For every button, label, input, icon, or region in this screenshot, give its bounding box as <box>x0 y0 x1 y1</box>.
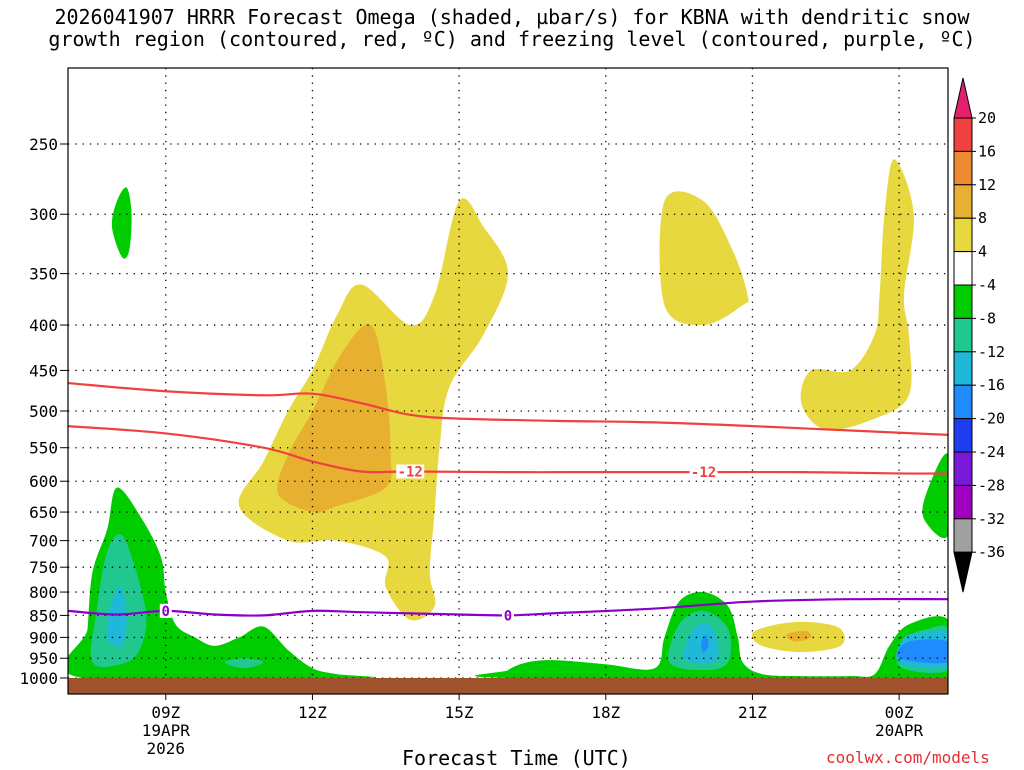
ytick-label-450: 450 <box>29 361 58 380</box>
omega-region-18 <box>922 453 948 538</box>
contour-line-2 <box>68 597 948 617</box>
xtick-label-4: 21Z <box>738 703 767 722</box>
colorbar-label-4: 4 <box>978 243 987 261</box>
colorbar-label-13: -36 <box>978 543 1005 561</box>
ytick-label-250: 250 <box>29 135 58 154</box>
colorbar-segment-9 <box>953 384 973 420</box>
omega-region-6 <box>111 187 132 259</box>
colorbar-label-5: -4 <box>978 276 996 294</box>
ytick-label-900: 900 <box>29 628 58 647</box>
ytick-label-650: 650 <box>29 503 58 522</box>
ytick-label-1000: 1000 <box>19 669 58 688</box>
xtick-label-1: 12Z <box>298 703 327 722</box>
colorbar-label-3: 8 <box>978 209 987 227</box>
ytick-label-950: 950 <box>29 649 58 668</box>
plot-frame <box>67 67 949 695</box>
colorbar-segment-2 <box>953 150 973 186</box>
colorbar-top-arrow <box>953 77 973 119</box>
omega-region-9 <box>106 586 127 647</box>
omega-region-13 <box>683 622 719 664</box>
ytick-label-400: 400 <box>29 316 58 335</box>
xtick-sublabel-5-0: 20APR <box>875 721 924 740</box>
colorbar-label-7: -12 <box>978 343 1005 361</box>
omega-region-3 <box>800 159 914 431</box>
colorbar: 20 16 12 8 4 -4 -8 -12 -16 -20 -24 -28 -32 -36 <box>953 77 1005 593</box>
xtick-label-3: 18Z <box>591 703 620 722</box>
ytick-label-350: 350 <box>29 265 58 284</box>
omega-region-2 <box>659 191 749 326</box>
colorbar-segment-1 <box>953 117 973 152</box>
ytick-label-700: 700 <box>29 532 58 551</box>
omega-region-5 <box>786 630 812 642</box>
colorbar-segment-4 <box>953 217 973 253</box>
contour-label-0-1: -12 <box>691 465 716 481</box>
colorbar-segment-7 <box>953 317 973 353</box>
omega-region-17 <box>896 639 948 664</box>
ytick-label-600: 600 <box>29 472 58 491</box>
ytick-label-800: 800 <box>29 583 58 602</box>
xtick-label-0: 09Z <box>151 703 180 722</box>
omega-shading <box>68 159 948 683</box>
contours: -12 -12 0 0 <box>68 381 948 624</box>
omega-region-1 <box>277 324 392 513</box>
omega-region-7 <box>68 487 377 682</box>
colorbar-segment-3 <box>953 184 973 219</box>
contour-label-bg-2-1 <box>502 608 514 623</box>
contour-label-2-1: 0 <box>504 608 512 624</box>
contour-label-0-0: -12 <box>398 464 423 480</box>
xtick-sublabel-0-1: 2026 <box>147 739 186 758</box>
xtick-label-5: 00Z <box>885 703 914 722</box>
ytick-label-750: 750 <box>29 558 58 577</box>
colorbar-segment-13 <box>953 518 973 553</box>
title-line2: growth region (contoured, red, ºC) and f… <box>48 27 976 51</box>
colorbar-label-10: -24 <box>978 443 1005 461</box>
ytick-label-500: 500 <box>29 402 58 421</box>
colorbar-label-0: 20 <box>978 109 996 127</box>
colorbar-label-11: -28 <box>978 476 1005 494</box>
colorbar-bottom-arrow <box>953 551 973 593</box>
omega-region-14 <box>701 635 709 653</box>
colorbar-segment-5 <box>953 251 973 286</box>
colorbar-label-2: 12 <box>978 176 996 194</box>
ytick-label-300: 300 <box>29 205 58 224</box>
contour-label-2-0: 0 <box>162 604 170 620</box>
credit-link[interactable]: coolwx.com/models <box>826 748 990 767</box>
contour-line-0 <box>68 425 948 475</box>
colorbar-label-6: -8 <box>978 309 996 327</box>
colorbar-segment-11 <box>953 451 973 486</box>
y-axis: 250 300 350 400 450 500 550 600 650 700 750 800 850 9… <box>19 135 68 688</box>
contour-line-1 <box>68 381 948 436</box>
ytick-label-550: 550 <box>29 439 58 458</box>
colorbar-label-9: -20 <box>978 410 1005 428</box>
colorbar-segment-6 <box>953 284 973 319</box>
chart-title: 2026041907 HRRR Forecast Omega (shaded, … <box>0 6 1024 50</box>
x-axis-label: Forecast Time (UTC) <box>402 746 631 770</box>
colorbar-label-1: 16 <box>978 142 996 160</box>
contour-label-bg-0-0 <box>396 464 425 479</box>
contour-label-bg-2-0 <box>159 603 172 618</box>
ytick-label-850: 850 <box>29 606 58 625</box>
colorbar-segment-12 <box>953 484 973 520</box>
contour-label-bg-0-1 <box>689 465 718 480</box>
colorbar-segment-10 <box>953 418 973 453</box>
colorbar-segment-8 <box>953 351 973 386</box>
xtick-sublabel-0-0: 19APR <box>142 721 191 740</box>
title-line1: 2026041907 HRRR Forecast Omega (shaded, … <box>54 5 970 29</box>
omega-region-10 <box>224 658 264 669</box>
colorbar-label-12: -32 <box>978 510 1005 528</box>
ground <box>68 678 948 694</box>
xtick-label-2: 15Z <box>445 703 474 722</box>
colorbar-label-8: -16 <box>978 376 1005 394</box>
